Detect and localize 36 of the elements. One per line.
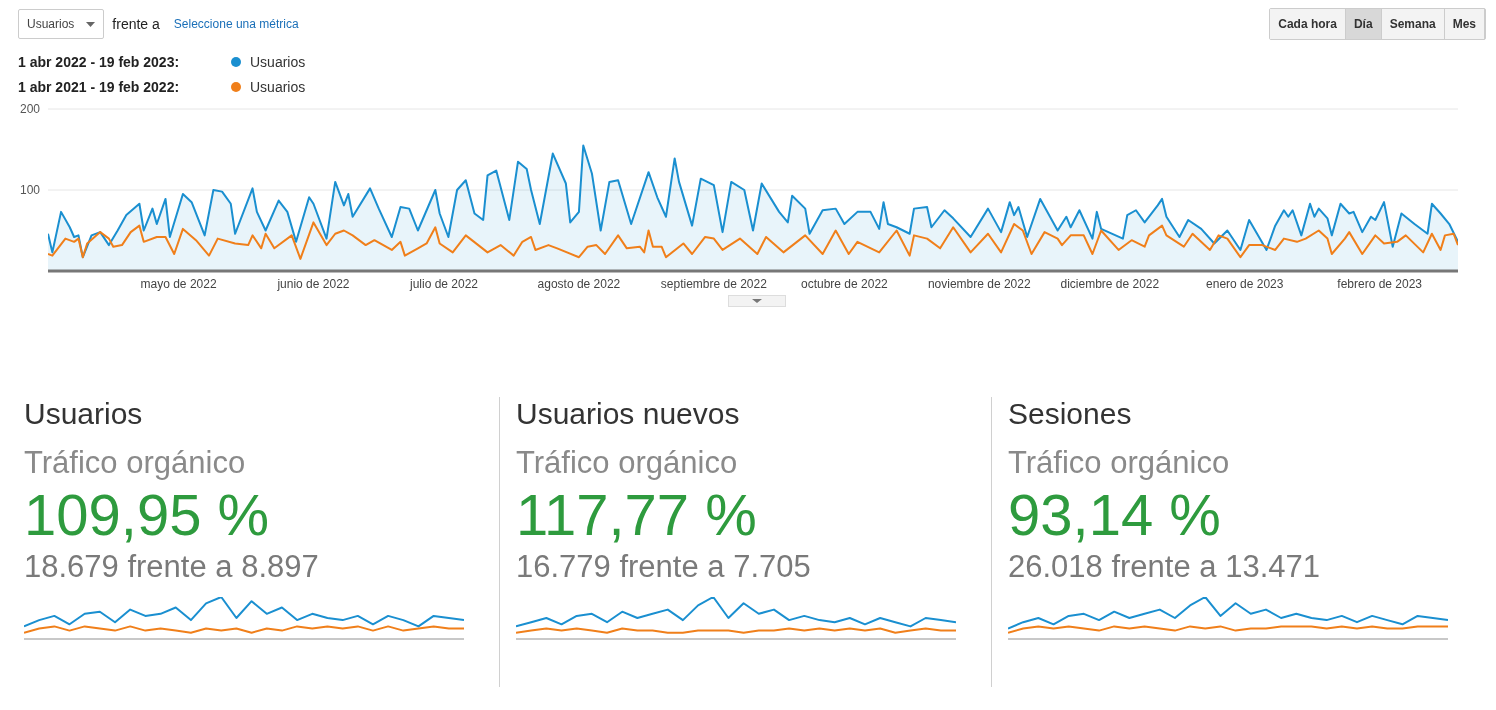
text: 117,77 %: [516, 481, 758, 549]
x-tick-label: noviembre de 2022: [927, 276, 1031, 291]
x-tick-label: febrero de 2023: [1337, 276, 1423, 291]
chart-subtitle: Tráfico orgánico: [1008, 445, 1231, 481]
legend-label: Usuarios: [250, 54, 306, 70]
text: 26.018 frente a 13.471: [1008, 549, 1321, 585]
chart-title: Usuarios: [24, 397, 144, 431]
x-tick-label: enero de 2023: [1206, 276, 1284, 291]
text: Semana: [1381, 9, 1445, 39]
y-tick-label: 100: [19, 183, 41, 198]
chart-subtitle: Tráfico orgánico: [24, 445, 247, 481]
legend-label: Usuarios: [250, 79, 306, 95]
text: frente a: [112, 16, 160, 32]
text: Mes: [1444, 9, 1485, 39]
x-tick-label: mayo de 2022: [140, 276, 217, 291]
x-tick-label: octubre de 2022: [801, 276, 889, 291]
y-tick-label: 200: [19, 102, 41, 117]
x-tick-label: diciembre de 2022: [1060, 276, 1160, 291]
text: 93,14 %: [1008, 481, 1222, 549]
text: Seleccione una métrica: [173, 17, 299, 31]
chart-title: Usuarios nuevos: [516, 397, 741, 431]
line-series: [48, 221, 1458, 260]
text: 1 abr 2021 - 19 feb 2022:: [18, 79, 181, 95]
chart-subtitle: Tráfico orgánico: [516, 445, 739, 481]
x-tick-label: septiembre de 2022: [660, 276, 768, 291]
x-tick-label: junio de 2022: [276, 276, 350, 291]
chart-title: Sesiones: [1008, 397, 1133, 431]
x-tick-label: agosto de 2022: [537, 276, 621, 291]
text: Usuarios: [27, 17, 75, 31]
text: 109,95 %: [24, 481, 271, 549]
text: Cada hora: [1270, 9, 1346, 39]
text: 16.779 frente a 7.705: [516, 549, 812, 585]
x-tick-label: julio de 2022: [408, 276, 479, 291]
text: 1 abr 2022 - 19 feb 2023:: [18, 54, 181, 70]
text: Día: [1345, 9, 1382, 39]
text: 18.679 frente a 8.897: [24, 549, 320, 585]
